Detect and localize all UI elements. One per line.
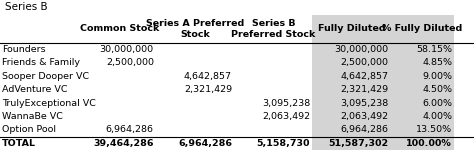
Text: Friends & Family: Friends & Family [2,58,81,67]
Text: 30,000,000: 30,000,000 [100,45,154,54]
Text: 2,321,429: 2,321,429 [340,85,388,94]
Text: % Fully Diluted: % Fully Diluted [383,24,463,33]
Text: AdVenture VC: AdVenture VC [2,85,68,94]
Text: 6.00%: 6.00% [422,99,452,108]
Text: 2,063,492: 2,063,492 [262,112,310,121]
Text: 51,587,302: 51,587,302 [328,139,388,148]
Text: 3,095,238: 3,095,238 [262,99,310,108]
Text: 2,500,000: 2,500,000 [340,58,388,67]
Text: TOTAL: TOTAL [2,139,36,148]
Text: WannaBe VC: WannaBe VC [2,112,63,121]
Text: Option Pool: Option Pool [2,125,56,134]
Text: Founders: Founders [2,45,46,54]
Text: 30,000,000: 30,000,000 [334,45,388,54]
Text: 13.50%: 13.50% [416,125,452,134]
Text: 4.50%: 4.50% [422,85,452,94]
Text: 2,321,429: 2,321,429 [184,85,232,94]
Text: 2,063,492: 2,063,492 [340,112,388,121]
Bar [312,15,391,150]
Text: 4,642,857: 4,642,857 [340,72,388,81]
Text: 4,642,857: 4,642,857 [184,72,232,81]
Text: Common Stock: Common Stock [80,24,159,33]
Text: 5,158,730: 5,158,730 [256,139,310,148]
Text: 4.00%: 4.00% [422,112,452,121]
Text: 6,964,286: 6,964,286 [340,125,388,134]
Text: Series B: Series B [5,3,47,12]
Text: 6,964,286: 6,964,286 [178,139,232,148]
Text: 100.00%: 100.00% [406,139,452,148]
Text: 3,095,238: 3,095,238 [340,99,388,108]
Text: Fully Diluted: Fully Diluted [318,24,385,33]
Text: TrulyExceptional VC: TrulyExceptional VC [2,99,96,108]
Text: 4.85%: 4.85% [422,58,452,67]
Bar [391,15,455,150]
Text: Sooper Dooper VC: Sooper Dooper VC [2,72,90,81]
Text: Series B
Preferred Stock: Series B Preferred Stock [231,19,316,39]
Text: 6,964,286: 6,964,286 [106,125,154,134]
Text: Series A Preferred
Stock: Series A Preferred Stock [146,19,245,39]
Text: 2,500,000: 2,500,000 [106,58,154,67]
Text: 58.15%: 58.15% [416,45,452,54]
Text: 9.00%: 9.00% [422,72,452,81]
Text: 39,464,286: 39,464,286 [93,139,154,148]
